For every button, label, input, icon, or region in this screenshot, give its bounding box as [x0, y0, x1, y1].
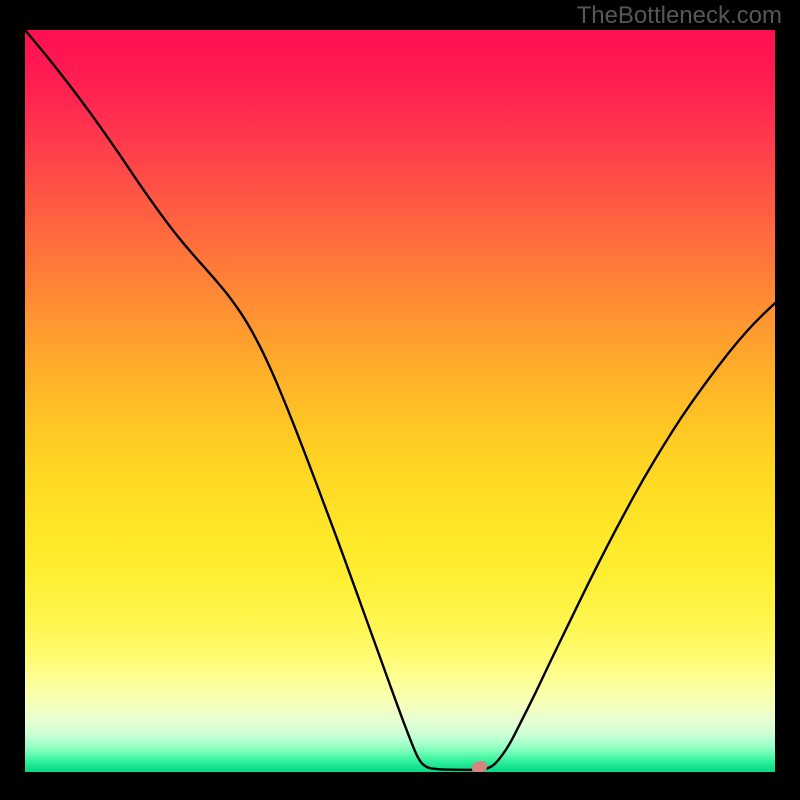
plot-area [25, 30, 775, 772]
figure-root: TheBottleneck.com [0, 0, 800, 800]
chart-svg [25, 30, 775, 772]
watermark-text: TheBottleneck.com [577, 2, 782, 30]
gradient-background [25, 30, 775, 772]
